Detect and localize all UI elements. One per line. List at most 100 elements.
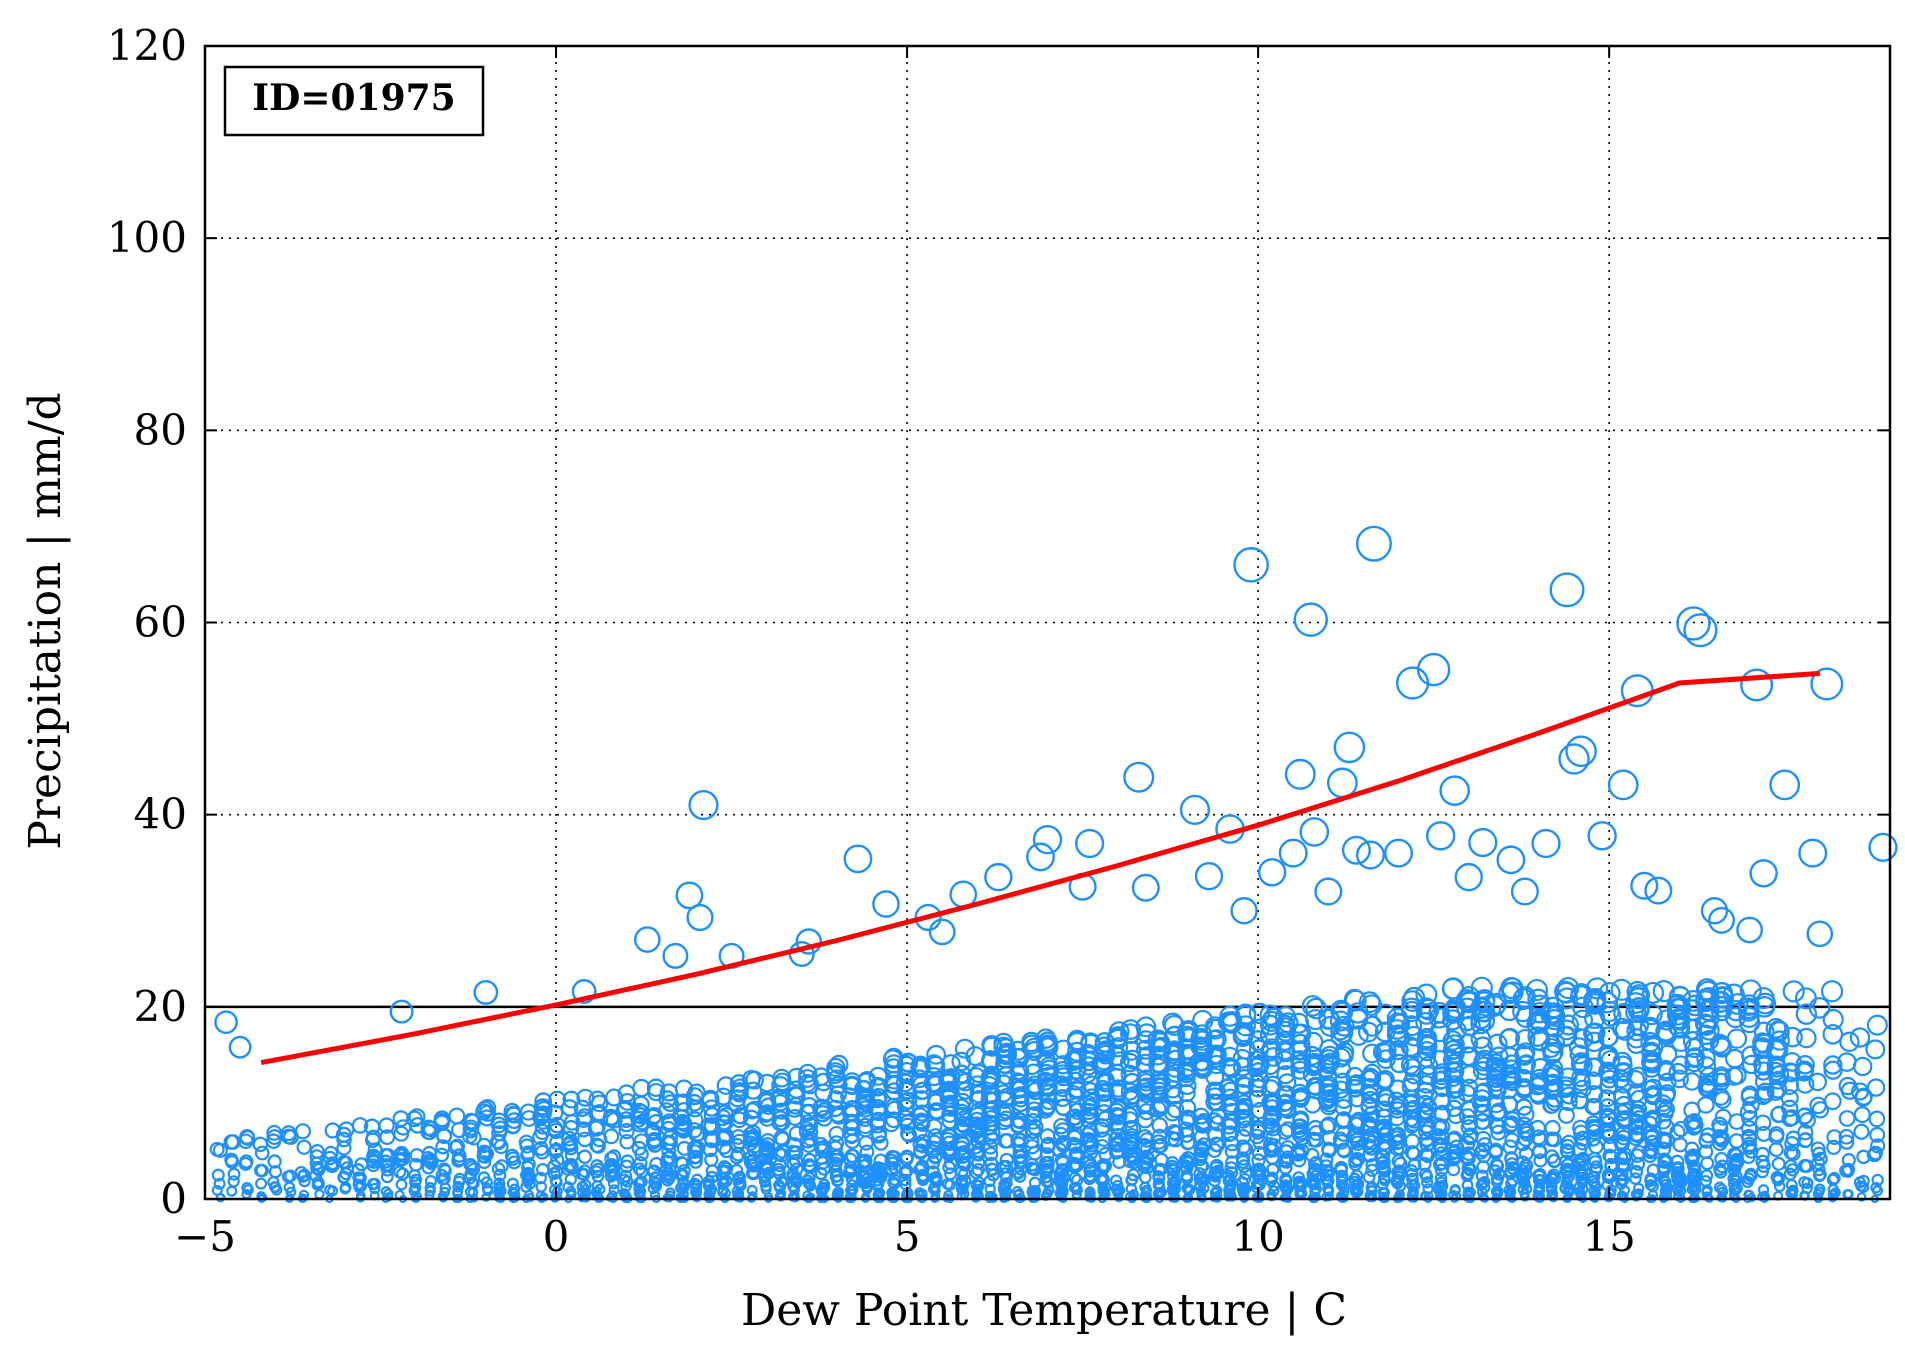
data-point xyxy=(1768,1126,1785,1143)
data-point xyxy=(424,1153,439,1168)
data-point xyxy=(1602,1170,1615,1184)
data-point xyxy=(476,1137,492,1154)
data-point xyxy=(1375,1100,1393,1118)
data-point xyxy=(1689,1179,1702,1192)
data-point-outlier xyxy=(1798,838,1828,868)
data-point-outlier xyxy=(473,980,499,1005)
data-point xyxy=(1461,1151,1476,1167)
data-point xyxy=(1853,1123,1870,1140)
data-point xyxy=(1388,1130,1405,1147)
data-point xyxy=(1516,1054,1537,1074)
data-point xyxy=(1669,1124,1686,1141)
data-point xyxy=(911,1057,932,1077)
data-point xyxy=(1603,1149,1619,1165)
data-point xyxy=(1571,1009,1593,1031)
data-point xyxy=(1377,1141,1393,1157)
data-point xyxy=(1856,1192,1867,1202)
data-point xyxy=(1235,1129,1252,1145)
data-point xyxy=(1655,1020,1677,1042)
data-point xyxy=(1569,1044,1590,1065)
data-point xyxy=(1866,1014,1888,1036)
data-point xyxy=(1430,1128,1447,1145)
data-point xyxy=(1726,993,1749,1015)
data-point xyxy=(1684,1151,1700,1166)
data-point xyxy=(801,1159,816,1174)
data-point xyxy=(1193,1167,1207,1181)
data-point xyxy=(900,1125,917,1142)
data-point xyxy=(452,1180,465,1193)
data-point xyxy=(1083,1140,1099,1156)
data-point xyxy=(491,1162,506,1176)
data-point xyxy=(618,1123,635,1140)
data-point xyxy=(633,1187,645,1199)
data-point xyxy=(675,1156,690,1171)
data-point xyxy=(799,1114,817,1131)
data-point xyxy=(1024,1122,1041,1140)
data-point xyxy=(564,1158,579,1173)
data-point xyxy=(1547,1168,1561,1182)
data-point xyxy=(1797,1124,1814,1141)
data-point xyxy=(828,1085,847,1104)
data-point xyxy=(1641,1058,1661,1078)
data-point xyxy=(1626,1069,1646,1089)
data-point xyxy=(1234,1111,1252,1129)
data-point xyxy=(1416,1094,1434,1113)
data-point xyxy=(1588,1185,1600,1197)
data-point xyxy=(1227,1192,1237,1202)
data-point xyxy=(1388,1040,1409,1061)
data-point xyxy=(1205,1067,1225,1087)
data-point-outlier xyxy=(1355,840,1385,870)
data-point xyxy=(294,1123,312,1140)
data-point xyxy=(1783,1144,1799,1160)
data-point xyxy=(788,1153,804,1169)
data-point xyxy=(520,1145,536,1161)
data-point-outlier xyxy=(214,1010,238,1035)
data-point xyxy=(856,1072,876,1092)
data-point xyxy=(1478,1175,1491,1189)
data-point xyxy=(1154,1187,1166,1199)
data-point xyxy=(1754,1072,1774,1091)
data-point xyxy=(1420,1170,1434,1184)
data-point xyxy=(1659,1185,1671,1197)
data-point xyxy=(1310,1183,1322,1195)
data-point-outlier xyxy=(1341,835,1371,865)
data-point xyxy=(1771,1156,1786,1171)
data-point xyxy=(1334,1091,1353,1109)
data-point xyxy=(1148,1053,1168,1074)
data-point-outlier xyxy=(1565,735,1597,768)
data-point xyxy=(956,1072,975,1092)
data-point xyxy=(1530,1031,1551,1052)
data-point xyxy=(1024,1139,1040,1155)
data-point xyxy=(379,1158,394,1172)
data-point xyxy=(254,1145,270,1161)
data-point xyxy=(1563,1192,1573,1203)
data-point-outlier xyxy=(984,862,1013,892)
data-point xyxy=(1808,997,1831,1019)
data-point xyxy=(464,1186,476,1198)
data-point xyxy=(1755,1165,1770,1179)
data-point xyxy=(1570,1091,1589,1110)
data-point xyxy=(338,1155,353,1170)
data-point xyxy=(1869,1126,1886,1143)
data-point xyxy=(1768,1039,1789,1060)
data-point xyxy=(930,1175,944,1188)
data-point xyxy=(494,1159,509,1174)
data-point xyxy=(1333,1045,1354,1066)
data-point xyxy=(504,1148,520,1164)
data-point xyxy=(912,1136,928,1153)
data-point xyxy=(620,1154,635,1169)
data-point xyxy=(1487,1078,1506,1097)
data-point xyxy=(843,1152,858,1167)
data-point xyxy=(1742,1096,1760,1114)
data-point xyxy=(1122,1049,1143,1070)
data-point xyxy=(650,1177,663,1190)
data-point-outlier xyxy=(928,918,956,946)
data-point xyxy=(493,1168,507,1182)
data-point xyxy=(1586,977,1609,1000)
data-point xyxy=(899,1091,918,1110)
data-point xyxy=(1515,1098,1533,1116)
data-point xyxy=(1753,996,1776,1018)
data-point xyxy=(855,1080,874,1099)
data-point xyxy=(1068,1181,1081,1194)
data-point xyxy=(1782,1026,1803,1048)
